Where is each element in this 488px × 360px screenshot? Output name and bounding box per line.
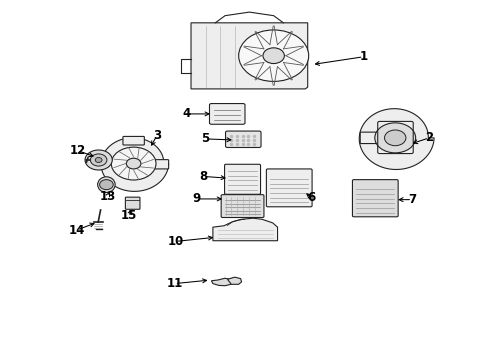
Circle shape bbox=[263, 48, 284, 64]
FancyBboxPatch shape bbox=[266, 169, 311, 207]
Text: 14: 14 bbox=[68, 224, 85, 237]
Text: 12: 12 bbox=[70, 144, 86, 157]
Circle shape bbox=[90, 154, 107, 166]
FancyBboxPatch shape bbox=[225, 131, 261, 148]
FancyBboxPatch shape bbox=[352, 180, 397, 217]
Text: 11: 11 bbox=[166, 277, 182, 290]
Text: 2: 2 bbox=[425, 131, 432, 144]
Circle shape bbox=[384, 130, 405, 146]
FancyBboxPatch shape bbox=[125, 197, 140, 209]
Text: 6: 6 bbox=[307, 192, 315, 204]
Text: 15: 15 bbox=[121, 209, 137, 222]
Polygon shape bbox=[212, 218, 277, 241]
Polygon shape bbox=[101, 138, 168, 192]
FancyBboxPatch shape bbox=[209, 104, 244, 124]
Polygon shape bbox=[227, 277, 241, 284]
Ellipse shape bbox=[98, 177, 115, 193]
FancyBboxPatch shape bbox=[146, 159, 168, 169]
FancyBboxPatch shape bbox=[221, 195, 264, 217]
Circle shape bbox=[238, 30, 308, 81]
Text: 10: 10 bbox=[167, 235, 183, 248]
FancyBboxPatch shape bbox=[122, 136, 144, 145]
Text: 8: 8 bbox=[199, 170, 207, 183]
Text: 13: 13 bbox=[99, 190, 115, 203]
Polygon shape bbox=[191, 23, 307, 89]
Text: 7: 7 bbox=[407, 193, 415, 206]
Circle shape bbox=[85, 150, 112, 170]
Text: 3: 3 bbox=[153, 129, 161, 142]
Text: 1: 1 bbox=[359, 50, 367, 63]
Text: 9: 9 bbox=[192, 193, 201, 206]
FancyBboxPatch shape bbox=[360, 132, 388, 144]
Circle shape bbox=[100, 180, 113, 190]
Circle shape bbox=[111, 147, 156, 180]
Circle shape bbox=[95, 157, 102, 162]
Polygon shape bbox=[211, 278, 232, 286]
FancyBboxPatch shape bbox=[224, 164, 260, 194]
Polygon shape bbox=[359, 109, 433, 170]
Text: 4: 4 bbox=[182, 107, 190, 120]
Circle shape bbox=[374, 123, 415, 153]
Text: 5: 5 bbox=[201, 132, 209, 145]
Circle shape bbox=[126, 158, 141, 169]
